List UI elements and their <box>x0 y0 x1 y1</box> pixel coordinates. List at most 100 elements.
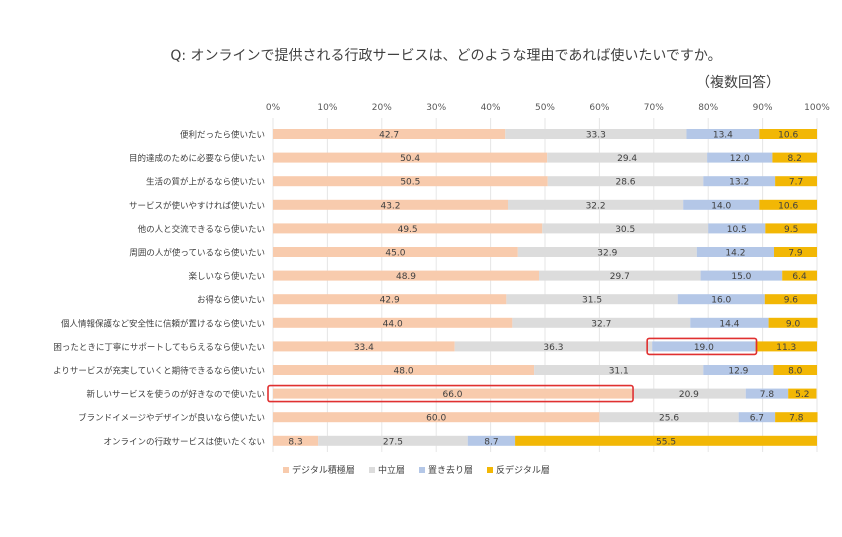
data-label: 43.2 <box>380 201 400 211</box>
data-label: 55.5 <box>656 437 676 447</box>
data-label: 29.7 <box>610 272 630 282</box>
category-label: 生活の質が上がるなら使いたい <box>146 177 265 188</box>
bar-segment <box>632 388 746 399</box>
highlight-box <box>267 384 634 403</box>
data-label: 10.6 <box>778 201 798 211</box>
data-label: 12.0 <box>730 154 750 164</box>
category-label: オンラインの行政サービスは使いたくない <box>103 436 265 447</box>
chart-title: Q: オンラインで提供される行政サービスは、どのような理由であれば使いたいですか… <box>170 47 721 64</box>
x-tick-label: 80% <box>698 103 718 113</box>
bar-segment <box>768 317 818 328</box>
x-tick-label: 0% <box>266 103 281 113</box>
bar-segment <box>700 270 783 281</box>
bar-segment <box>773 365 817 375</box>
legend-label: 中立層 <box>378 464 405 476</box>
data-label: 7.7 <box>789 178 803 188</box>
data-label: 7.8 <box>789 414 804 424</box>
data-label: 49.5 <box>398 225 418 235</box>
data-label: 36.3 <box>543 343 563 353</box>
data-label: 20.9 <box>679 390 699 400</box>
data-label: 6.7 <box>750 414 764 424</box>
data-label: 31.5 <box>582 296 602 306</box>
bar-segment <box>505 129 687 139</box>
bar-segment <box>775 412 818 423</box>
data-label: 9.5 <box>784 225 798 235</box>
bar-segment <box>775 176 817 187</box>
data-label: 19.0 <box>694 343 714 353</box>
bar-segment <box>686 129 760 139</box>
bar-segment <box>318 435 468 446</box>
data-label: 12.9 <box>728 367 748 377</box>
bar-segment <box>273 247 518 257</box>
bar-segment <box>652 341 756 352</box>
x-tick-label: 70% <box>644 103 664 113</box>
data-label: 32.2 <box>586 201 606 211</box>
data-label: 11.3 <box>776 343 796 353</box>
bar-segment <box>703 176 776 187</box>
category-label: 便利だったら使いたい <box>180 130 265 141</box>
bar-segment <box>515 435 817 446</box>
data-label: 10.6 <box>778 131 798 141</box>
bar-segment <box>467 435 516 446</box>
legend-swatch <box>419 467 425 473</box>
data-label: 33.3 <box>586 131 606 141</box>
data-label: 48.0 <box>394 367 414 377</box>
data-label: 14.4 <box>719 319 739 329</box>
data-label: 8.0 <box>788 367 803 377</box>
x-tick-label: 90% <box>753 103 773 113</box>
bar-segment <box>512 317 691 328</box>
bar-segment <box>774 247 817 257</box>
data-label: 14.0 <box>711 201 731 211</box>
data-label: 31.1 <box>609 367 629 377</box>
data-label: 45.0 <box>385 249 405 259</box>
bar-segment <box>273 270 540 281</box>
legend-label: 置き去り層 <box>428 464 473 476</box>
category-label: 周囲の人が使っているなら使いたい <box>129 248 265 259</box>
bar-segment <box>690 317 769 328</box>
bar-segment <box>539 270 701 281</box>
category-label: 他の人と交流できるなら使いたい <box>138 224 265 235</box>
bar-segment <box>759 199 817 210</box>
data-label: 32.9 <box>597 249 617 259</box>
x-tick-label: 100% <box>804 103 830 113</box>
bar-segment <box>508 199 684 210</box>
data-label: 10.5 <box>727 225 747 235</box>
legend-swatch <box>487 467 493 473</box>
x-tick-label: 60% <box>589 103 609 113</box>
bar-segment <box>703 365 774 375</box>
bar-segment <box>273 199 509 210</box>
bar-segment <box>534 365 704 375</box>
bar-segment <box>764 294 817 305</box>
category-label: 楽しいなら使いたい <box>188 271 265 282</box>
category-label: 個人情報保護など安全性に信頼が置けるなら使いたい <box>61 318 265 329</box>
category-label: 新しいサービスを使うのが好きなので使いたい <box>86 389 265 400</box>
category-label: よりサービスが充実していくと期待できるなら使いたい <box>53 366 265 377</box>
data-label: 29.4 <box>617 154 637 164</box>
data-label: 16.0 <box>711 296 731 306</box>
data-label: 50.4 <box>400 154 420 164</box>
x-tick-label: 40% <box>481 103 501 113</box>
legend-label: デジタル積極層 <box>292 464 355 476</box>
data-label: 28.6 <box>615 178 635 188</box>
x-tick-label: 10% <box>317 103 337 113</box>
chart-subtitle: （複数回答） <box>696 74 780 91</box>
bar-segment <box>273 294 507 305</box>
bar-segment <box>782 270 817 281</box>
data-label: 30.5 <box>615 225 635 235</box>
category-label: サービスが使いやすければ使いたい <box>129 200 265 211</box>
data-label: 9.0 <box>786 319 801 329</box>
bar-segment <box>547 176 704 187</box>
data-label: 42.9 <box>380 296 400 306</box>
data-label: 66.0 <box>442 390 462 400</box>
legend: デジタル積極層 中立層 置き去り層 反デジタル層 <box>283 464 550 476</box>
bar-segment <box>517 247 697 257</box>
bar-segment <box>683 199 760 210</box>
data-label: 33.4 <box>354 343 374 353</box>
legend-label: 反デジタル層 <box>496 464 550 476</box>
bar-segment <box>273 388 633 399</box>
category-label: 困ったときに丁寧にサポートしてもらえるなら使いたい <box>53 342 265 353</box>
bar-segment <box>755 341 817 352</box>
bar-segment <box>788 388 817 399</box>
data-label: 50.5 <box>400 178 420 188</box>
